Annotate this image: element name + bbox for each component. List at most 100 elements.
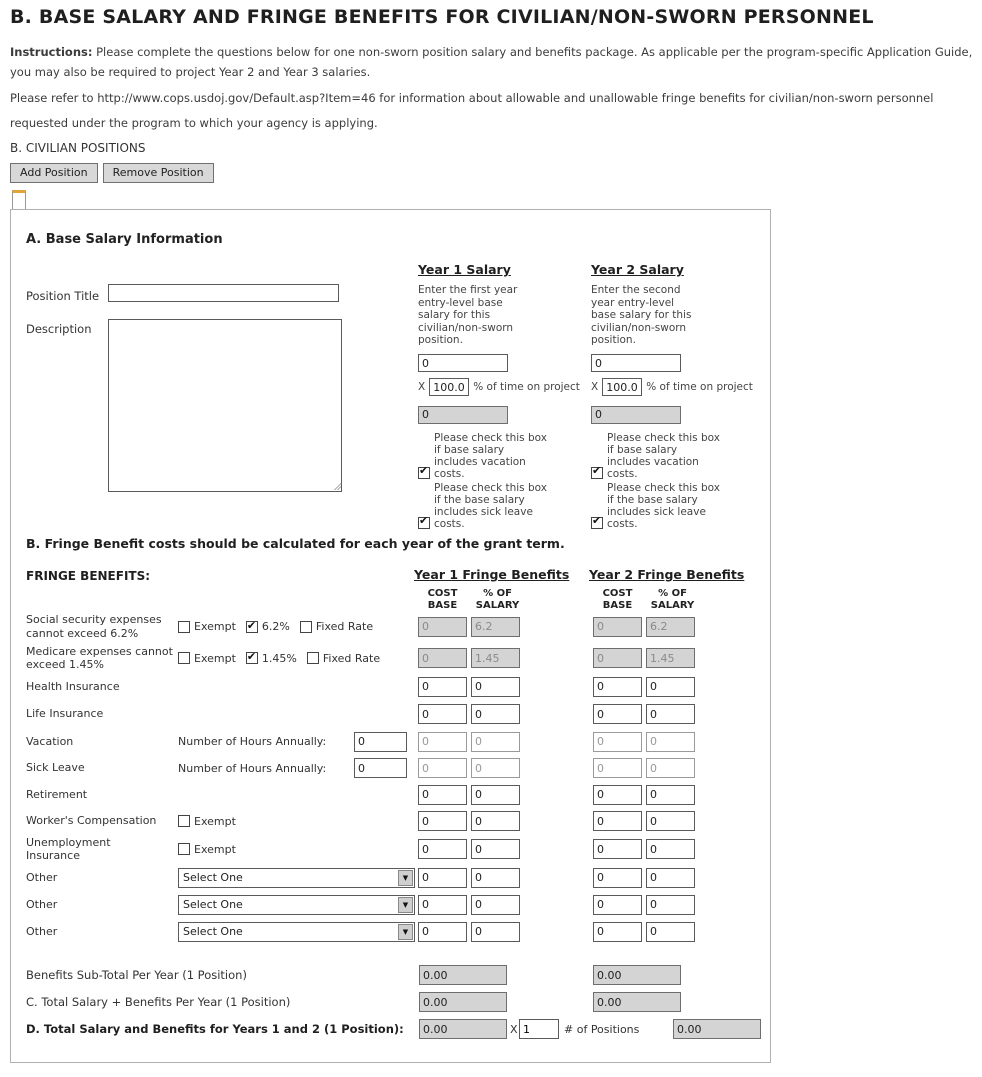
row-options: Select One ▼ — [178, 894, 418, 915]
medicare-exempt-checkbox[interactable] — [178, 652, 190, 664]
year2-percent-row: X % of time on project — [591, 378, 763, 397]
vacation-hours-input[interactable] — [354, 731, 407, 752]
unemployment-exempt-checkbox[interactable] — [178, 843, 190, 855]
year2-cost-base-header: COST BASE — [602, 588, 633, 611]
row-options: Exempt — [178, 815, 418, 828]
other1-y2-cost-input[interactable] — [593, 867, 642, 888]
other3-benefit-select[interactable]: Select One ▼ — [178, 921, 415, 942]
other2-y1-pct-input[interactable] — [471, 894, 520, 915]
remove-position-button[interactable]: Remove Position — [102, 163, 214, 183]
fringe-row-unemployment-insurance: Unemployment Insurance Exempt — [26, 834, 766, 864]
year2-percent-input[interactable] — [602, 378, 643, 397]
life-y1-cost-input[interactable] — [418, 704, 467, 724]
unemployment-y2-pct-input[interactable] — [646, 839, 695, 859]
other3-y1-pct-input[interactable] — [471, 921, 520, 942]
social-security-rate-checkbox[interactable] — [245, 619, 258, 633]
retirement-y2-pct-input[interactable] — [646, 784, 695, 805]
workers-comp-exempt-checkbox[interactable] — [178, 815, 190, 827]
row-options: Exempt 6.2% Fixed Rate — [178, 619, 418, 633]
add-position-button[interactable]: Add Position — [10, 163, 98, 183]
rate-label: 1.45% — [261, 651, 297, 665]
position-tab[interactable] — [12, 190, 26, 209]
row-options: Exempt — [178, 843, 418, 856]
fringe-row-retirement: Retirement — [26, 781, 766, 808]
chevron-down-icon[interactable]: ▼ — [398, 869, 413, 886]
life-y1-pct-input[interactable] — [471, 704, 520, 724]
health-y2-pct-input[interactable] — [646, 676, 695, 697]
retirement-y1-cost-input[interactable] — [418, 784, 467, 805]
year2-base-salary-input[interactable] — [591, 354, 681, 373]
textarea-resize-grip[interactable] — [334, 483, 341, 490]
sick-y2-pct-input — [646, 758, 695, 778]
workers-comp-y1-cost-input[interactable] — [418, 811, 467, 831]
social-security-exempt-checkbox[interactable] — [178, 620, 190, 633]
unemployment-y2-cost-input[interactable] — [593, 839, 642, 859]
health-y1-pct-input[interactable] — [471, 676, 520, 697]
sick-hours-input[interactable] — [354, 758, 407, 778]
year2-percent-label: % of time on project — [646, 381, 753, 394]
chevron-down-icon[interactable]: ▼ — [398, 923, 413, 940]
year1-salary-column: Year 1 Salary Enter the first year entry… — [418, 262, 590, 530]
chevron-down-icon[interactable]: ▼ — [398, 896, 413, 913]
vacation-y2-pct-input — [646, 731, 695, 752]
unemployment-y1-pct-input[interactable] — [471, 839, 520, 859]
year2-fringe-heading: Year 2 Fringe Benefits — [589, 567, 745, 582]
life-y2-pct-input[interactable] — [646, 704, 695, 724]
retirement-y1-pct-input[interactable] — [471, 784, 520, 805]
description-input[interactable] — [108, 319, 342, 492]
other1-y1-pct-input[interactable] — [471, 867, 520, 888]
workers-comp-y1-pct-input[interactable] — [471, 811, 520, 831]
position-title-input[interactable] — [108, 284, 339, 302]
year1-percent-row: X % of time on project — [418, 378, 590, 397]
year2-computed-salary-field — [591, 405, 681, 424]
position-panel: A. Base Salary Information Position Titl… — [10, 209, 771, 1063]
other1-benefit-select[interactable]: Select One ▼ — [178, 867, 415, 888]
row-label: Health Insurance — [26, 679, 120, 693]
retirement-y2-cost-input[interactable] — [593, 784, 642, 805]
row-label: Social security expenses cannot exceed 6… — [26, 613, 162, 640]
health-y1-cost-input[interactable] — [418, 676, 467, 697]
year1-percent-input[interactable] — [429, 378, 470, 397]
year1-sick-checkbox[interactable] — [418, 515, 430, 530]
medicare-rate-checkbox[interactable] — [245, 650, 258, 664]
year1-salary-help: Enter the first year entry-level base sa… — [418, 284, 518, 347]
select-value: Select One — [183, 871, 243, 884]
social-security-y1-pct-input — [471, 616, 520, 637]
fringe-row-health-insurance: Health Insurance — [26, 673, 766, 700]
year2-sick-checkbox-label: Please check this box if the base salary… — [607, 482, 720, 531]
health-y2-cost-input[interactable] — [593, 676, 642, 697]
row-options: Select One ▼ — [178, 921, 418, 942]
other3-y2-pct-input[interactable] — [646, 921, 695, 942]
year1-vacation-checkbox[interactable] — [418, 465, 430, 480]
year1-base-salary-input[interactable] — [418, 354, 508, 373]
other3-y2-cost-input[interactable] — [593, 921, 642, 942]
unemployment-y1-cost-input[interactable] — [418, 839, 467, 859]
other2-y1-cost-input[interactable] — [418, 894, 467, 915]
number-of-positions-input[interactable] — [519, 1019, 559, 1039]
fringe-row-other-1: Other Select One ▼ — [26, 864, 766, 891]
year2-sick-checkbox[interactable] — [591, 515, 603, 530]
year2-vacation-included-block: Please check this box if base salary inc… — [591, 432, 721, 480]
sick-y1-pct-input — [471, 758, 520, 778]
year1-cost-base-header: COST BASE — [427, 588, 458, 611]
social-security-fixed-checkbox[interactable] — [299, 620, 312, 633]
year2-vacation-checkbox-label: Please check this box if base salary inc… — [607, 431, 720, 481]
other2-y2-cost-input[interactable] — [593, 894, 642, 915]
other2-benefit-select[interactable]: Select One ▼ — [178, 894, 415, 915]
other1-y1-cost-input[interactable] — [418, 867, 467, 888]
fixed-rate-label: Fixed Rate — [322, 651, 381, 665]
row-label: Medicare expenses cannot exceed 1.45% — [26, 644, 173, 671]
workers-comp-y2-cost-input[interactable] — [593, 811, 642, 831]
grand-total-label: D. Total Salary and Benefits for Years 1… — [26, 1022, 404, 1036]
other3-y1-cost-input[interactable] — [418, 921, 467, 942]
row-label: Unemployment Insurance — [26, 835, 111, 862]
workers-comp-y2-pct-input[interactable] — [646, 811, 695, 831]
other1-y2-pct-input[interactable] — [646, 867, 695, 888]
medicare-fixed-checkbox[interactable] — [306, 652, 319, 664]
life-y2-cost-input[interactable] — [593, 704, 642, 724]
row-label: Retirement — [26, 787, 88, 801]
other2-y2-pct-input[interactable] — [646, 894, 695, 915]
year2-vacation-checkbox[interactable] — [591, 465, 603, 480]
row-label: Other — [26, 924, 58, 938]
rate-label: 6.2% — [261, 620, 290, 633]
